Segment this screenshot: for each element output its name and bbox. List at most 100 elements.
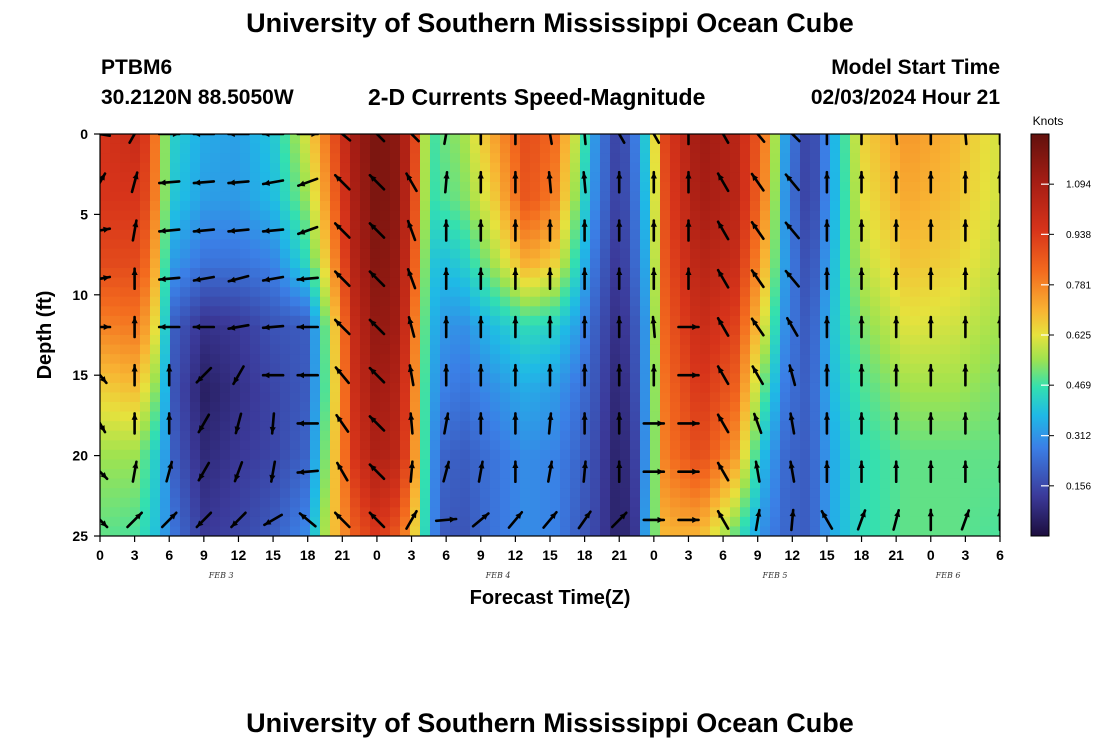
heatmap-cell bbox=[280, 363, 291, 374]
heatmap-cell bbox=[400, 201, 411, 212]
heatmap-cell bbox=[530, 497, 541, 508]
heatmap-cell bbox=[360, 220, 371, 231]
heatmap-cell bbox=[830, 373, 841, 384]
heatmap-cell bbox=[150, 248, 161, 260]
heatmap-cell bbox=[300, 478, 311, 489]
heatmap-cell bbox=[110, 143, 121, 154]
heatmap-cell bbox=[970, 201, 981, 212]
heatmap-cell bbox=[190, 172, 201, 183]
heatmap-cell bbox=[710, 277, 721, 288]
heatmap-cell bbox=[720, 430, 731, 441]
heatmap-cell bbox=[820, 402, 831, 413]
heatmap-cell bbox=[190, 488, 201, 499]
heatmap-cell bbox=[520, 172, 531, 183]
heatmap-cell bbox=[870, 507, 881, 518]
heatmap-cell bbox=[430, 449, 441, 461]
heatmap-cell bbox=[540, 220, 551, 231]
heatmap-cell bbox=[690, 143, 701, 154]
heatmap-cell bbox=[340, 172, 351, 183]
heatmap-cell bbox=[320, 421, 331, 432]
y-tick-label: 0 bbox=[80, 126, 88, 142]
heatmap-cell bbox=[640, 363, 651, 374]
heatmap-cell bbox=[850, 354, 861, 365]
heatmap-cell bbox=[730, 469, 741, 480]
heatmap-cell bbox=[360, 325, 371, 336]
heatmap-cell bbox=[770, 421, 781, 432]
heatmap-cell bbox=[900, 526, 911, 536]
heatmap-cell bbox=[310, 335, 321, 346]
heatmap-cell bbox=[840, 191, 851, 202]
heatmap-cell bbox=[870, 402, 881, 413]
heatmap-cell bbox=[470, 296, 481, 307]
heatmap-cell bbox=[830, 344, 841, 355]
heatmap-cell bbox=[440, 306, 451, 317]
heatmap-cell bbox=[850, 430, 861, 441]
heatmap-cell bbox=[410, 382, 421, 394]
y-axis-title: Depth (ft) bbox=[34, 291, 56, 380]
heatmap-cell bbox=[770, 162, 781, 173]
colorbar-tick-label: 0.625 bbox=[1066, 331, 1091, 342]
heatmap-cell bbox=[860, 239, 871, 250]
heatmap-cell bbox=[870, 488, 881, 499]
heatmap-cell bbox=[330, 248, 341, 260]
heatmap-cell bbox=[650, 306, 661, 317]
heatmap-cell bbox=[550, 153, 561, 164]
heatmap-cell bbox=[530, 478, 541, 489]
heatmap-cell bbox=[470, 191, 481, 202]
heatmap-cell bbox=[530, 344, 541, 355]
heatmap-cell bbox=[300, 325, 311, 336]
heatmap-cell bbox=[570, 488, 581, 499]
heatmap-cell bbox=[760, 325, 771, 336]
current-vector bbox=[547, 315, 553, 339]
heatmap-cell bbox=[280, 344, 291, 355]
heatmap-cell bbox=[140, 392, 151, 403]
heatmap-cell bbox=[220, 459, 231, 470]
heatmap-cell bbox=[720, 306, 731, 317]
heatmap-cell bbox=[970, 306, 981, 317]
heatmap-cell bbox=[740, 469, 751, 480]
heatmap-cell bbox=[710, 220, 721, 231]
heatmap-cell bbox=[860, 325, 871, 336]
heatmap-cell bbox=[970, 258, 981, 269]
heatmap-cell bbox=[830, 526, 841, 536]
heatmap-cell bbox=[590, 325, 601, 336]
heatmap-cell bbox=[410, 373, 421, 384]
heatmap-cell bbox=[160, 296, 171, 307]
heatmap-cell bbox=[680, 411, 691, 422]
heatmap-cell bbox=[450, 296, 461, 307]
heatmap-cell bbox=[490, 478, 501, 489]
heatmap-cell bbox=[170, 459, 181, 470]
current-vector bbox=[964, 134, 968, 146]
current-vector bbox=[100, 323, 112, 330]
current-vector bbox=[479, 134, 483, 146]
heatmap-cell bbox=[960, 507, 971, 518]
heatmap-cell bbox=[930, 478, 941, 489]
heatmap-cell bbox=[320, 411, 331, 422]
heatmap-cell bbox=[250, 258, 261, 269]
heatmap-cell bbox=[990, 354, 1000, 365]
heatmap-cell bbox=[860, 181, 871, 193]
heatmap-cell bbox=[930, 172, 941, 183]
current-vector bbox=[929, 134, 933, 146]
heatmap-cell bbox=[210, 143, 221, 154]
heatmap-cell bbox=[530, 201, 541, 212]
heatmap-cell bbox=[630, 488, 641, 499]
heatmap-cell bbox=[100, 354, 111, 365]
heatmap-cell bbox=[780, 315, 791, 327]
heatmap-cell bbox=[350, 296, 361, 307]
heatmap-cell bbox=[950, 344, 961, 355]
heatmap-cell bbox=[620, 191, 631, 202]
heatmap-cell bbox=[400, 363, 411, 374]
heatmap-cell bbox=[550, 373, 561, 384]
heatmap-cell bbox=[280, 516, 291, 528]
heatmap-cell bbox=[330, 306, 341, 317]
current-vector bbox=[858, 170, 865, 194]
heatmap-cell bbox=[360, 421, 371, 432]
current-vector bbox=[477, 170, 484, 194]
heatmap-cell bbox=[820, 143, 831, 154]
heatmap-cell bbox=[670, 172, 681, 183]
heatmap-cell bbox=[810, 191, 821, 202]
heatmap-cell bbox=[240, 325, 251, 336]
heatmap-cell bbox=[820, 382, 831, 394]
heatmap-cell bbox=[380, 497, 391, 508]
